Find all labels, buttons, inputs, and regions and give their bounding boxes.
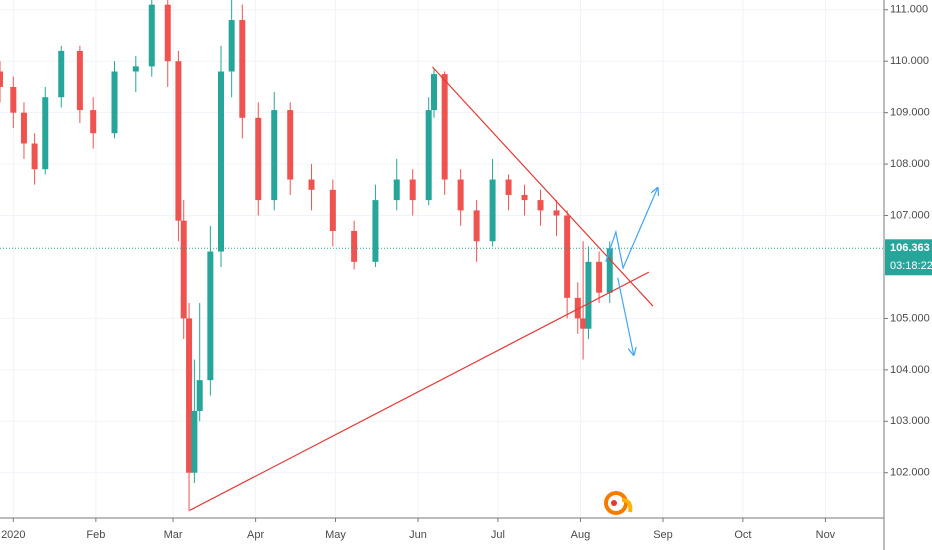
candle-body <box>537 200 544 211</box>
candle-body <box>521 194 528 201</box>
y-tick-label: 109.000 <box>890 107 930 119</box>
candle-body <box>431 74 438 111</box>
candle-body <box>42 97 49 170</box>
candle-body <box>564 215 571 298</box>
candle-body <box>457 179 464 211</box>
x-tick-label: 2020 <box>1 529 25 541</box>
y-tick-label: 102.000 <box>890 467 930 479</box>
candle-body <box>186 318 193 473</box>
candle-body <box>473 210 480 242</box>
candle-body <box>180 220 187 319</box>
candle-body <box>287 110 294 180</box>
candle-body <box>505 179 512 195</box>
countdown-label: 03:18:22 <box>890 260 932 272</box>
candle-body <box>553 210 560 216</box>
candle-body <box>191 411 198 473</box>
arrow <box>605 188 658 271</box>
trend-line <box>189 271 650 511</box>
candle-body <box>489 179 496 242</box>
candle-body <box>585 261 592 329</box>
candle-body <box>308 179 315 190</box>
candle-body <box>255 117 262 201</box>
y-tick-label: 110.000 <box>890 55 929 67</box>
current-price-label: 106.363 <box>890 242 930 254</box>
candle-body <box>20 112 27 144</box>
candle-body <box>409 179 416 201</box>
y-tick-label: 105.000 <box>890 312 930 324</box>
plot <box>0 0 884 512</box>
trend-line <box>431 66 654 307</box>
x-tick-label: Jul <box>491 529 505 541</box>
candle-body <box>175 61 182 221</box>
candle-body <box>393 179 400 201</box>
x-tick-label: Jun <box>409 529 427 541</box>
x-tick-label: Nov <box>816 529 836 541</box>
y-tick-label: 104.000 <box>890 364 930 376</box>
candle-body <box>606 248 613 293</box>
candle-body <box>196 380 203 412</box>
candle-body <box>31 143 38 170</box>
x-tick-label: Mar <box>164 529 183 541</box>
candle-body <box>596 261 603 293</box>
y-tick-label: 111.000 <box>890 4 928 16</box>
candle-body <box>76 50 83 111</box>
y-tick-label: 107.000 <box>890 209 930 221</box>
candle-body <box>10 86 17 113</box>
candle-body <box>218 71 224 252</box>
candle-body <box>90 110 97 134</box>
candle-body <box>148 4 155 67</box>
candle-body <box>207 251 214 381</box>
candle-body <box>239 20 246 118</box>
candle-body <box>0 71 3 87</box>
x-tick-label: Sep <box>653 529 673 541</box>
x-tick-label: Feb <box>86 529 105 541</box>
arrow <box>617 277 634 355</box>
candle-body <box>111 71 118 134</box>
x-tick-label: Oct <box>734 529 751 541</box>
candle-body <box>164 4 171 62</box>
x-tick-label: Aug <box>571 529 591 541</box>
current-price-badge <box>885 239 932 276</box>
y-tick-label: 108.000 <box>890 158 930 170</box>
x-tick-label: May <box>325 529 346 541</box>
candle-body <box>228 20 235 72</box>
candle-body <box>372 200 379 262</box>
candle-body <box>425 110 432 201</box>
candle-body <box>271 110 278 201</box>
candle-body <box>574 297 581 319</box>
candle-body <box>329 189 336 231</box>
axes: 102.000 103.000 104.000 105.000 107.000 108.0… <box>1 4 932 541</box>
watermark-logo <box>604 491 633 515</box>
candle-body <box>580 318 587 329</box>
candle-body <box>132 66 139 72</box>
candle-body <box>58 50 65 98</box>
candle-body <box>441 74 448 180</box>
y-tick-label: 103.000 <box>890 415 930 427</box>
candle-body <box>351 230 358 262</box>
x-tick-label: Apr <box>247 529 264 541</box>
